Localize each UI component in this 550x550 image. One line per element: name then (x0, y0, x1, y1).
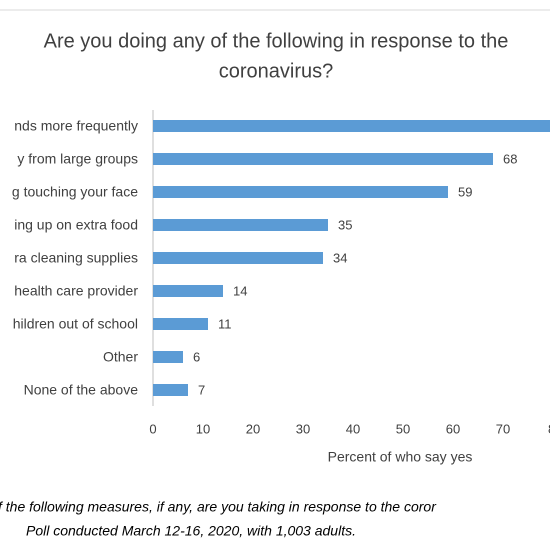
data-label: 14 (233, 283, 247, 298)
bar (153, 351, 183, 363)
bar (153, 186, 448, 198)
y-tick-label: nds more frequently (14, 118, 138, 134)
data-label: 7 (198, 382, 205, 397)
bar (153, 285, 223, 297)
bar (153, 252, 323, 264)
data-label: 34 (333, 250, 347, 265)
x-tick-label: 10 (196, 421, 210, 436)
bar (153, 219, 328, 231)
y-tick-label: ing up on extra food (14, 217, 138, 233)
x-tick-label: 0 (149, 421, 156, 436)
y-tick-label: Other (103, 349, 138, 365)
y-tick-label: hildren out of school (13, 316, 138, 332)
y-tick-label: health care provider (14, 283, 138, 299)
data-label: 6 (193, 349, 200, 364)
bar (153, 153, 493, 165)
x-tick-label: 50 (396, 421, 410, 436)
caption: f the following measures, if any, are yo… (0, 499, 437, 515)
x-axis-title: Percent of who say yes (328, 449, 473, 465)
x-tick-label: 20 (246, 421, 260, 436)
caption: Poll conducted March 12-16, 2020, with 1… (26, 523, 356, 539)
data-label: 35 (338, 217, 352, 232)
y-tick-label: y from large groups (17, 151, 138, 167)
data-label: 11 (218, 316, 232, 331)
chart-title: coronavirus? (219, 60, 334, 82)
chart-title: Are you doing any of the following in re… (44, 30, 509, 52)
data-label: 68 (503, 151, 517, 166)
x-tick-label: 60 (446, 421, 460, 436)
x-tick-label: 70 (496, 421, 510, 436)
data-label: 59 (458, 184, 472, 199)
y-tick-label: ra cleaning supplies (14, 250, 138, 266)
y-tick-label: None of the above (24, 382, 139, 398)
x-tick-label: 8 (548, 421, 550, 436)
x-tick-label: 40 (346, 421, 360, 436)
bar (153, 318, 208, 330)
bar (153, 384, 188, 396)
bar (153, 120, 550, 132)
x-tick-label: 30 (296, 421, 310, 436)
y-tick-label: g touching your face (12, 184, 138, 200)
